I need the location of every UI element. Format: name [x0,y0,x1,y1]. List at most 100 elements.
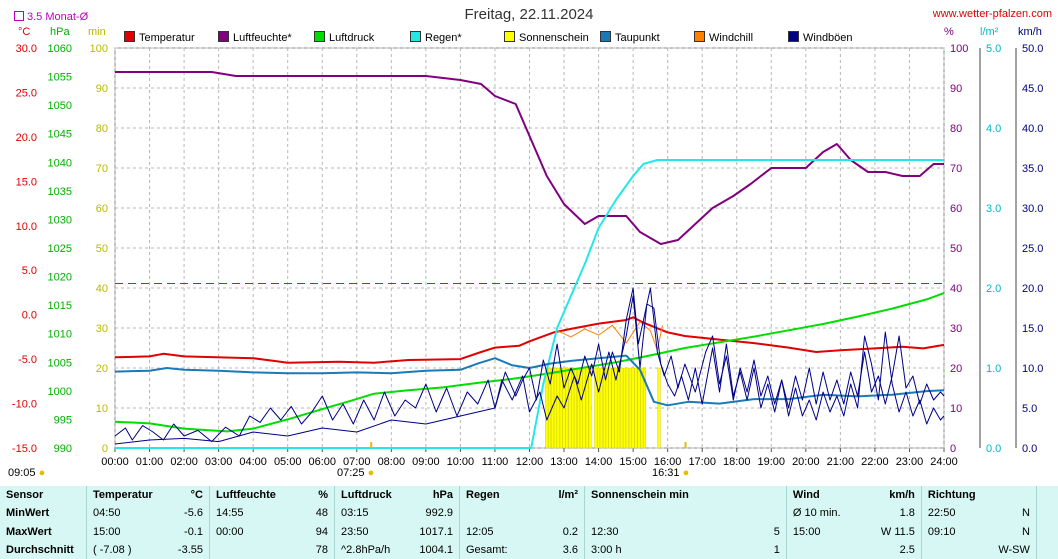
pressure-axis-label: 1000 [48,386,72,398]
rain-axis-label: 4.0 [986,123,1001,135]
humidity-axis-label: 20 [950,363,962,375]
x-tick-label: 19:00 [758,456,786,468]
temp-time: 04:50 [86,504,167,523]
rain-axis-label: 2.0 [986,283,1001,295]
press-time: ^2.8hPa/h [334,540,405,559]
x-tick-label: 14:00 [585,456,613,468]
header-press-unit: hPa [432,489,453,502]
header-sensor: Sensor [6,489,44,502]
wind-axis-label: 45.0 [1022,83,1043,95]
temp-axis-label: -10.0 [12,399,37,411]
legend-label: Temperatur [139,32,195,44]
wind-axis-label: 50.0 [1022,43,1043,55]
sun-value: 5 [773,525,780,538]
x-tick-label: 24:00 [930,456,958,468]
pressure-axis-label: 1015 [48,300,72,312]
humidity-unit: % [944,26,954,38]
wind-time: 15:00 [785,522,859,541]
rain-axis-label: 5.0 [986,43,1001,55]
header-press: Luftdruck [334,486,405,505]
sunshine-bar [608,367,612,449]
series-line-temperatur [114,316,945,364]
series-line-regen [115,159,944,449]
x-tick-label: 07:00 [343,456,371,468]
legend: Temperatur Luftfeuchte* Luftdruck Regen*… [120,31,940,45]
legend-swatch [600,31,611,42]
sun-axis-label: 40 [96,283,108,295]
sunshine-bar [597,367,601,449]
header-temp: Temperatur [86,486,167,505]
temp-axis-label: 25.0 [16,87,37,99]
header-rain-unit: l/m² [558,489,578,502]
stats-row-min: MinWert 04:50 -5.6 14:55 48 03:15 992.9 … [0,504,1058,523]
row-label: MaxWert [6,525,52,538]
x-tick-label: 08:00 [378,456,406,468]
sun-axis-label: 80 [96,123,108,135]
sun-axis-label: 30 [96,323,108,335]
sun-axis-label: 10 [96,403,108,415]
dir-value: N [1021,507,1030,520]
row-spacer [1035,522,1058,541]
rain-axis-label: 0.0 [986,443,1001,455]
wind-axis-label: 35.0 [1022,163,1043,175]
x-tick-label: 05:00 [274,456,302,468]
humidity-axis-label: 100 [950,43,968,55]
sunshine-bar [657,367,661,449]
sunshine-bar [637,367,641,449]
x-tick-label: 21:00 [827,456,855,468]
row-label: Durchschnitt [6,543,74,556]
series-line-luftfeuchte [115,71,944,245]
x-tick-label: 09:00 [412,456,440,468]
stats-row-max: MaxWert 15:00 -0.1 00:00 94 23:50 1017.1… [0,522,1058,541]
x-tick-label: 03:00 [205,456,233,468]
sunshine-bar [643,367,647,449]
pressure-axis-label: 1040 [48,157,72,169]
temp-value: -0.1 [184,525,203,538]
legend-label: Windböen [803,32,853,44]
humidity-axis-label: 50 [950,243,962,255]
temp-axis-label: 10.0 [16,221,37,233]
legend-swatch [694,31,705,42]
sunshine-bar [622,367,626,449]
pressure-axis-label: 1025 [48,243,72,255]
sun-axis-label: 50 [96,243,108,255]
site-link[interactable]: www.wetter-pfalzen.com [932,8,1052,20]
sunshine-bar [620,367,624,449]
header-hum: Luftfeuchte [209,486,302,505]
wind-value: W 11.5 [880,525,915,538]
wind-axis-label: 0.0 [1022,443,1037,455]
sunshine-bar [582,367,586,449]
x-tick-label: 18:00 [723,456,751,468]
pressure-unit: hPa [50,26,70,38]
sun-time [584,504,726,523]
legend-item-luftfeuchte: Luftfeuchte* [218,31,292,44]
wind-axis-label: 10.0 [1022,363,1043,375]
wind-axis-label: 40.0 [1022,123,1043,135]
sunshine-bar [617,367,621,449]
pressure-axis-label: 995 [54,414,72,426]
row-label: MinWert [6,507,50,520]
pressure-axis-label: 1045 [48,129,72,141]
wind-time: Ø 10 min. [785,504,859,523]
hum-value: 94 [315,525,328,538]
sunset-time: 16:31 [652,467,680,479]
x-tick-label: 22:00 [861,456,889,468]
header-dir-value [984,486,1037,504]
pressure-axis-label: 990 [54,443,72,455]
temp-value: -5.6 [184,507,203,520]
header-dir: Richtung [920,486,984,505]
header-spacer [1035,486,1058,505]
wind-axis-label: 25.0 [1022,243,1043,255]
wind-axis-label: 15.0 [1022,323,1043,335]
temp-axis-label: 5.0 [22,265,37,277]
x-tick-label: 02:00 [170,456,198,468]
humidity-axis-label: 80 [950,123,962,135]
header-wind: Wind [785,486,859,505]
legend-label: Regen* [425,32,462,44]
humidity-axis-label: 40 [950,283,962,295]
press-value: 1017.1 [419,525,453,538]
series-line-windmittel [114,295,945,445]
sun-axis-label: 60 [96,203,108,215]
sunshine-bar [545,367,549,449]
sunshine-bar [625,367,629,449]
